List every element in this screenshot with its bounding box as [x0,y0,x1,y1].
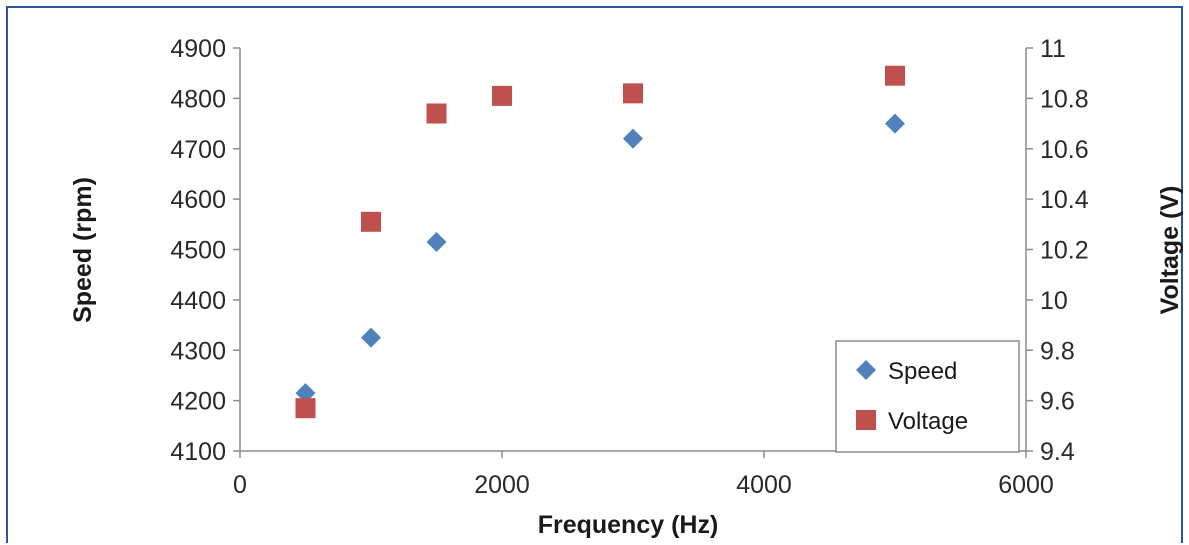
legend-label-speed: Speed [888,358,957,385]
voltage-point [492,85,512,106]
y2-tick-label: 10.6 [1040,136,1089,164]
x-tick-label: 6000 [998,471,1054,499]
x-axis-title: Frequency (Hz) [538,511,719,539]
y-axis-title: Speed (rpm) [69,177,97,323]
chart-frame: 4100 4200 4300 4400 4500 4600 4700 4800 4900 9.4 9… [6,6,1184,543]
y-tick-label: 4400 [170,287,226,315]
y2-tick-label: 10 [1040,287,1068,315]
y-tick-label: 4200 [170,388,226,416]
y2-tick-label: 10.2 [1040,237,1089,265]
scatter-chart: 4100 4200 4300 4400 4500 4600 4700 4800 4900 9.4 9… [69,35,1184,539]
y2-tick-label: 9.8 [1040,337,1075,365]
speed-point [623,128,643,149]
y2-tick-label: 10.4 [1040,186,1089,214]
speed-point [885,113,905,134]
axes: 4100 4200 4300 4400 4500 4600 4700 4800 4900 9.4 9… [170,35,1088,499]
y-tick-label: 4100 [170,438,226,466]
legend-box [835,340,1020,453]
voltage-point [295,398,316,419]
series-voltage [295,65,905,419]
voltage-point [361,211,381,232]
speed-point [361,327,381,348]
y2-axis-title: Voltage (V) [1156,186,1184,315]
y2-tick-label: 9.6 [1040,388,1075,416]
series-speed [295,85,905,404]
y-tick-label: 4800 [170,85,226,113]
voltage-point [623,83,643,104]
x-tick-label: 0 [233,471,247,499]
y-tick-label: 4700 [170,136,226,164]
data-points [295,65,905,419]
y-tick-label: 4600 [170,186,226,214]
y-tick-label: 4900 [170,35,226,63]
legend-label-voltage: Voltage [888,408,968,435]
legend: Speed Voltage [835,340,1020,453]
legend-marker-speed [856,360,876,380]
x-tick-label: 2000 [474,471,530,499]
legend-marker-voltage [856,410,876,430]
voltage-point [885,65,905,86]
y2-tick-label: 10.8 [1040,85,1089,113]
speed-point [426,231,447,252]
y2-tick-label: 11 [1040,35,1066,63]
y-tick-label: 4300 [170,337,226,365]
y2-tick-label: 9.4 [1040,438,1075,466]
y-tick-label: 4500 [170,237,226,265]
voltage-point [426,103,447,124]
x-tick-label: 4000 [736,471,792,499]
speed-point [295,383,316,404]
